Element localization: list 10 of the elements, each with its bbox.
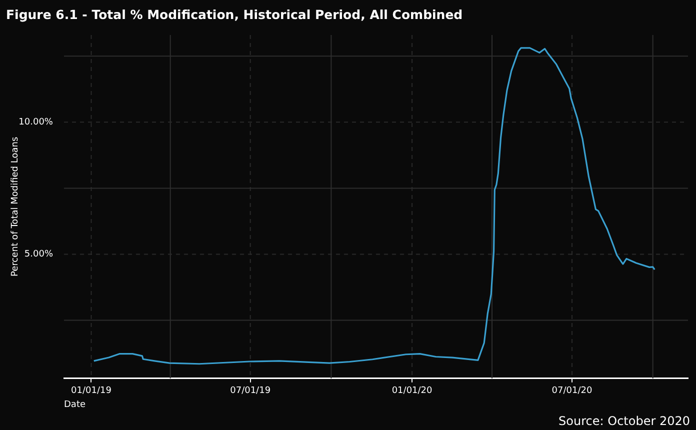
chart-title: Figure 6.1 - Total % Modification, Historical Period, All Combined (6, 6, 463, 22)
x-axis-title: Date (64, 400, 86, 410)
x-tick-label: 01/01/19 (71, 386, 112, 396)
x-tick-label: 07/01/19 (230, 386, 271, 396)
source-note: Source: October 2020 (558, 414, 690, 428)
y-tick-label: 5.00% (24, 250, 54, 260)
x-tick-label: 07/01/20 (552, 386, 592, 396)
x-tick-label: 01/01/20 (392, 386, 433, 396)
y-axis-title: Percent of Total Modified Loans (10, 136, 21, 277)
y-tick-label: 10.00% (18, 118, 54, 128)
